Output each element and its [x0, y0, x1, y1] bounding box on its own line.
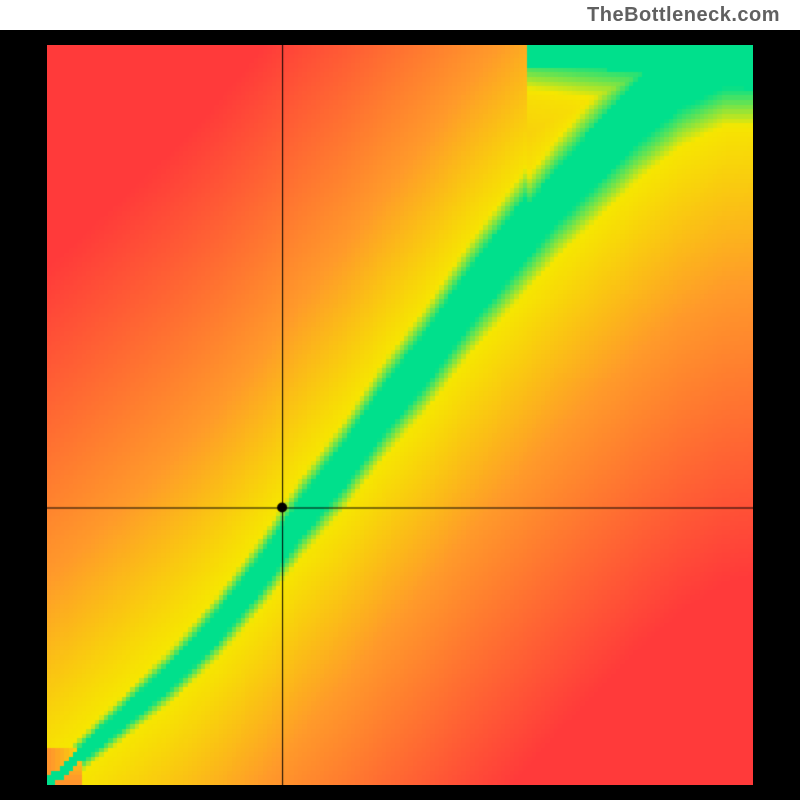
- attribution-bar: TheBottleneck.com: [0, 0, 800, 30]
- plot-frame: [0, 30, 800, 800]
- attribution-text: TheBottleneck.com: [587, 4, 780, 27]
- bottleneck-heatmap: [47, 45, 753, 785]
